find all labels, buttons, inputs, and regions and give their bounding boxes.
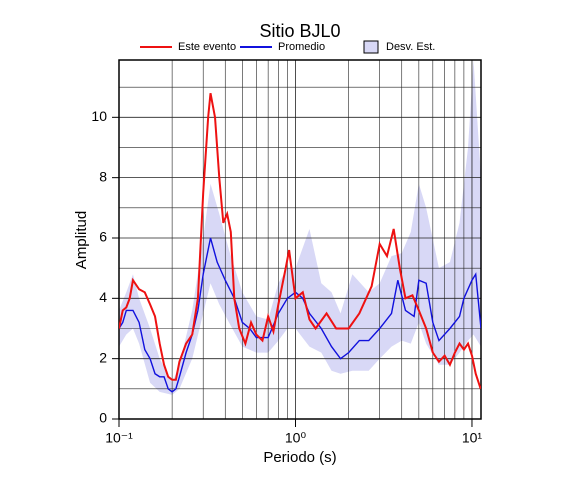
- y-tick-label: 6: [99, 229, 107, 245]
- y-tick-label: 0: [99, 410, 107, 426]
- chart-title: Sitio BJL0: [259, 21, 340, 41]
- x-tick-label: 10⁻¹: [105, 430, 133, 446]
- x-axis-label: Periodo (s): [263, 449, 336, 466]
- legend-label: Desv. Est.: [386, 41, 435, 53]
- y-tick-label: 10: [91, 108, 107, 124]
- y-tick-label: 4: [99, 289, 107, 305]
- x-tick-label: 10¹: [462, 430, 483, 446]
- series-line: [119, 93, 481, 390]
- legend-label: Este evento: [178, 41, 236, 53]
- legend-swatch: [363, 40, 379, 54]
- legend-label: Promedio: [278, 41, 325, 53]
- y-tick-label: 2: [99, 349, 107, 365]
- y-tick-label: 8: [99, 168, 107, 184]
- y-axis-label: Amplitud: [73, 211, 90, 269]
- plot-frame: [118, 59, 482, 420]
- series-line: [119, 237, 481, 393]
- std-band: [119, 60, 481, 395]
- x-tick-label: 10⁰: [285, 430, 307, 446]
